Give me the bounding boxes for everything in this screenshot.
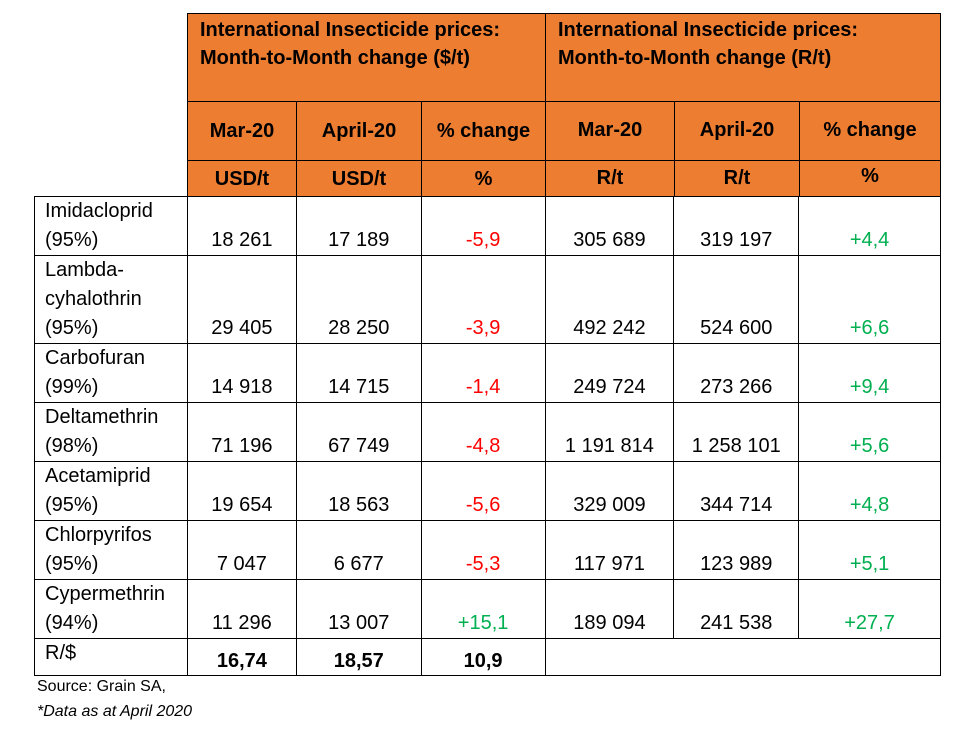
table-row: Deltamethrin (98%) 71 196 67 749 -4,8 1 191 8… <box>34 402 941 462</box>
col-header-usd-pct: % change <box>421 101 546 161</box>
r-mar-value: 329 009 <box>544 461 675 521</box>
usd-apr-value: 28 250 <box>295 255 422 344</box>
insecticide-name: Carbofuran (99%) <box>34 343 188 403</box>
r-mar-value: 189 094 <box>544 579 675 639</box>
r-mar-value: 117 971 <box>544 520 675 580</box>
insecticide-name-line: (95%) <box>45 229 99 251</box>
insecticide-name-line: cyhalothrin <box>45 288 142 310</box>
insecticide-name-line: Imidacloprid <box>45 200 153 222</box>
unit-r-apr: R/t <box>674 160 800 197</box>
usd-mar-value: 7 047 <box>186 520 297 580</box>
usd-apr-value: 13 007 <box>295 579 422 639</box>
r-apr-value: 273 266 <box>673 343 800 403</box>
r-pct-change: +5,6 <box>798 402 941 462</box>
usd-mar-value: 19 654 <box>186 461 297 521</box>
r-pct-change: +4,8 <box>798 461 941 521</box>
table-row: Imidacloprid (95%) 18 261 17 189 -5,9 305 689… <box>34 196 941 256</box>
r-mar-value: 249 724 <box>544 343 675 403</box>
rand-group-title-line1: International Insecticide prices: <box>558 19 859 41</box>
r-pct-change: +6,6 <box>798 255 941 344</box>
usd-group-title-line2: Month-to-Month change ($/t) <box>200 47 470 69</box>
usd-apr-value: 14 715 <box>295 343 422 403</box>
insecticide-name-line: (95%) <box>45 553 99 575</box>
r-pct-change: +9,4 <box>798 343 941 403</box>
r-apr-value: 123 989 <box>673 520 800 580</box>
r-apr-value: 344 714 <box>673 461 800 521</box>
r-apr-value: 319 197 <box>673 196 800 256</box>
r-pct-change: +4,4 <box>798 196 941 256</box>
usd-pct-change: +15,1 <box>420 579 546 639</box>
col-header-r-pct: % change <box>799 101 941 161</box>
unit-usd-apr: USD/t <box>296 160 422 197</box>
r-apr-value: 241 538 <box>673 579 800 639</box>
unit-r-mar: R/t <box>545 160 675 197</box>
table-row: Chlorpyrifos (95%) 7 047 6 677 -5,3 117 971 12… <box>34 520 941 580</box>
col-header-usd-apr: April-20 <box>296 101 422 161</box>
insecticide-name-line: Chlorpyrifos <box>45 524 152 546</box>
insecticide-name-line: (95%) <box>45 494 99 516</box>
r-pct-change: +5,1 <box>798 520 941 580</box>
insecticide-name-line: Cypermethrin <box>45 583 166 605</box>
insecticide-name: Acetamiprid (95%) <box>34 461 188 521</box>
insecticide-name: Imidacloprid (95%) <box>34 196 188 256</box>
table-row: Acetamiprid (95%) 19 654 18 563 -5,6 329 009 3… <box>34 461 941 521</box>
insecticide-name: Deltamethrin (98%) <box>34 402 188 462</box>
insecticide-name: Lambda-cyhalothrin (95%) <box>34 255 188 344</box>
col-header-r-apr: April-20 <box>674 101 800 161</box>
unit-usd-pct: % <box>421 160 546 197</box>
usd-pct-change: -1,4 <box>420 343 546 403</box>
usd-group-title-line1: International Insecticide prices: <box>200 19 501 41</box>
insecticide-name-line: Carbofuran <box>45 347 146 369</box>
insecticide-name-line: (95%) <box>45 317 99 339</box>
insecticide-name-line: Acetamiprid <box>45 465 151 487</box>
usd-pct-change: -5,9 <box>420 196 546 256</box>
insecticide-name-line: (94%) <box>45 612 99 634</box>
col-header-r-mar: Mar-20 <box>545 101 675 161</box>
usd-pct-change: -3,9 <box>420 255 546 344</box>
rand-group-header: International Insecticide prices: Month-… <box>545 13 941 102</box>
source-note: Source: Grain SA, <box>37 678 166 695</box>
usd-mar-value: 18 261 <box>186 196 297 256</box>
usd-mar-value: 11 296 <box>186 579 297 639</box>
usd-pct-change: -5,3 <box>420 520 546 580</box>
insecticide-name-line: (99%) <box>45 376 99 398</box>
usd-pct-change: -4,8 <box>420 402 546 462</box>
r-apr-value: 1 258 101 <box>673 402 800 462</box>
r-apr-value: 524 600 <box>673 255 800 344</box>
unit-r-pct: % <box>799 160 941 197</box>
usd-apr-value: 18 563 <box>295 461 422 521</box>
usd-group-header: International Insecticide prices: Month-… <box>187 13 546 102</box>
usd-apr-value: 67 749 <box>295 402 422 462</box>
usd-apr-value: 6 677 <box>295 520 422 580</box>
exchange-mar: 16,74 <box>186 638 297 676</box>
exchange-rate-row: R/$ 16,74 18,57 10,9 <box>34 638 942 676</box>
usd-mar-value: 14 918 <box>186 343 297 403</box>
table-row: Carbofuran (99%) 14 918 14 715 -1,4 249 724 27… <box>34 343 941 403</box>
data-date-note: *Data as at April 2020 <box>37 703 193 720</box>
insecticide-name-line: Deltamethrin <box>45 406 159 428</box>
exchange-apr: 18,57 <box>295 638 422 676</box>
insecticide-name-line: (98%) <box>45 435 99 457</box>
insecticide-price-table: Imidacloprid (95%) 18 261 17 189 -5,9 305 689… <box>34 196 942 676</box>
insecticide-name: Chlorpyrifos (95%) <box>34 520 188 580</box>
r-mar-value: 305 689 <box>544 196 675 256</box>
r-mar-value: 492 242 <box>544 255 675 344</box>
exchange-label: R/$ <box>34 638 188 676</box>
r-mar-value: 1 191 814 <box>544 402 675 462</box>
usd-mar-value: 29 405 <box>186 255 297 344</box>
table-row: Cypermethrin (94%) 11 296 13 007 +15,1 189 09… <box>34 579 941 639</box>
col-header-usd-mar: Mar-20 <box>187 101 297 161</box>
rand-group-title-line2: Month-to-Month change (R/t) <box>558 47 832 69</box>
exchange-pct: 10,9 <box>420 638 546 676</box>
table-row: Lambda-cyhalothrin (95%) 29 405 28 250 -3,9 4… <box>34 255 941 344</box>
usd-apr-value: 17 189 <box>295 196 422 256</box>
usd-mar-value: 71 196 <box>186 402 297 462</box>
r-pct-change: +27,7 <box>798 579 941 639</box>
insecticide-name: Cypermethrin (94%) <box>34 579 188 639</box>
exchange-empty <box>544 638 942 676</box>
usd-pct-change: -5,6 <box>420 461 546 521</box>
unit-usd-mar: USD/t <box>187 160 297 197</box>
insecticide-name-line: Lambda- <box>45 259 124 281</box>
